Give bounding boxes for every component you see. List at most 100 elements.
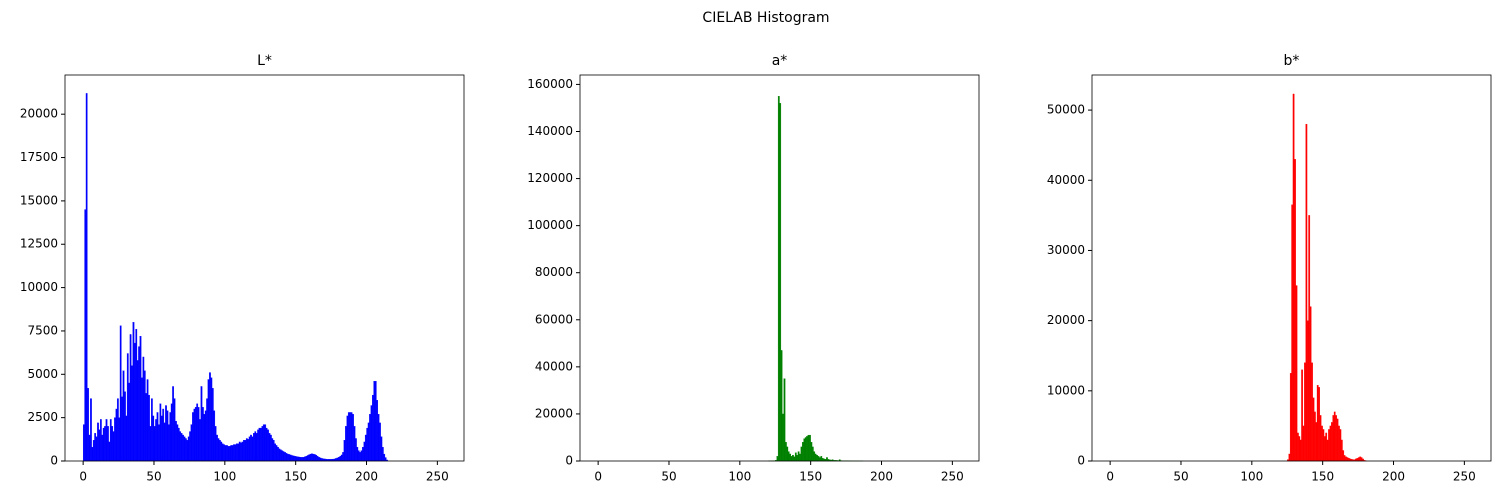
histogram-bar	[118, 417, 121, 462]
histogram-bar	[367, 422, 370, 462]
histogram-bar	[381, 446, 384, 462]
histogram-bar	[196, 403, 199, 462]
histogram-bar	[1318, 387, 1320, 462]
histogram-bar	[199, 419, 201, 462]
histogram-bar	[115, 408, 118, 462]
histogram-bar	[376, 400, 379, 462]
histogram-bar	[146, 379, 149, 462]
histogram-bar	[360, 450, 363, 462]
histogram-bar	[347, 412, 350, 462]
histogram-bar	[787, 451, 790, 462]
histogram-bar	[233, 444, 235, 462]
histogram-bar	[1356, 458, 1359, 462]
histogram-bar	[1326, 439, 1329, 462]
histogram-bar	[150, 398, 153, 462]
histogram-bar	[369, 414, 371, 462]
histogram-bar	[264, 424, 267, 462]
histogram-bar	[779, 103, 782, 462]
histogram-bar	[363, 441, 366, 462]
histogram-bar	[790, 456, 793, 462]
histogram-bar	[122, 370, 125, 462]
histogram-bar	[121, 396, 123, 462]
histogram-bar	[247, 439, 250, 462]
histogram-bar	[304, 456, 306, 462]
histogram-bar	[318, 457, 320, 462]
histogram-bar	[357, 450, 360, 462]
histogram-bar	[789, 453, 791, 462]
subplot: a* 0 50 100 150 200 250 0 20000 40000 60000 80000 10…	[527, 53, 980, 484]
histogram-bar	[1289, 373, 1292, 462]
histogram-bar	[162, 408, 165, 462]
histogram-bar	[261, 426, 264, 462]
histogram-bar	[380, 436, 383, 462]
histogram-bar	[336, 457, 339, 462]
y-tick-label: 160000	[527, 77, 573, 91]
histogram-bar	[383, 453, 386, 462]
histogram-bar	[1292, 93, 1295, 462]
histogram-bar	[211, 388, 214, 462]
histogram-bar	[278, 448, 281, 462]
histogram-bar	[364, 434, 367, 462]
histogram-bar	[1360, 457, 1363, 462]
y-tick-label: 15000	[20, 193, 58, 207]
histogram-bar	[91, 446, 94, 462]
histogram-bar	[180, 433, 183, 462]
histogram-bar	[254, 431, 257, 462]
histogram-bar	[257, 429, 259, 462]
histogram-bar	[1306, 320, 1309, 462]
histogram-bar	[806, 436, 808, 462]
histogram-bar	[98, 429, 101, 462]
histogram-bar	[224, 445, 227, 462]
histogram-bar	[277, 446, 279, 462]
histogram-bar	[291, 455, 293, 462]
histogram-bar	[99, 419, 102, 462]
histogram-bar	[183, 436, 186, 462]
histogram-bar	[346, 415, 349, 462]
histogram-bar	[217, 438, 220, 462]
histogram-bar	[129, 334, 132, 462]
histogram-bar	[135, 329, 138, 462]
histogram-bar	[193, 408, 196, 462]
histogram-bar	[284, 452, 286, 462]
histogram-bar	[797, 451, 800, 462]
histogram-bar	[262, 424, 265, 462]
histogram-bar	[356, 446, 359, 462]
histogram-bar	[359, 452, 361, 462]
histogram-bar	[1325, 432, 1328, 462]
histogram-bar	[177, 427, 180, 462]
histogram-bar	[373, 381, 376, 462]
histogram-bar	[1315, 422, 1318, 462]
histogram-bar	[802, 442, 804, 462]
histogram-bar	[1322, 429, 1325, 462]
histogram-bar	[192, 412, 194, 462]
histogram-bar	[1297, 432, 1299, 462]
subplot-title: L*	[257, 53, 272, 69]
histogram-bar	[230, 445, 233, 462]
histogram-bar	[826, 457, 828, 462]
y-tick-label: 40000	[535, 359, 573, 373]
histogram-bar	[379, 422, 381, 462]
histogram-bar	[143, 370, 146, 462]
histogram-bar	[1311, 362, 1313, 462]
histogram-bar	[783, 378, 786, 462]
histogram-bar	[809, 434, 811, 462]
histogram-bar	[302, 457, 305, 462]
histogram-bar	[182, 434, 184, 462]
histogram-bar	[265, 427, 268, 462]
histogram-bar	[156, 412, 159, 462]
histogram-bar	[194, 407, 197, 462]
subplot-title: a*	[772, 53, 788, 69]
histogram-bar	[176, 424, 179, 462]
histogram-bar	[268, 433, 271, 462]
histogram-bar	[793, 456, 796, 462]
histogram-bar	[97, 422, 99, 462]
histogram-bar	[166, 410, 169, 462]
histogram-bar	[155, 419, 157, 462]
histogram-bar	[1333, 411, 1336, 462]
histogram-bar	[298, 456, 301, 462]
y-tick-label: 20000	[535, 406, 573, 420]
histogram-bar	[810, 442, 813, 462]
histogram-bar	[111, 426, 114, 462]
histogram-bar	[271, 438, 274, 462]
histogram-bar	[1304, 362, 1306, 462]
